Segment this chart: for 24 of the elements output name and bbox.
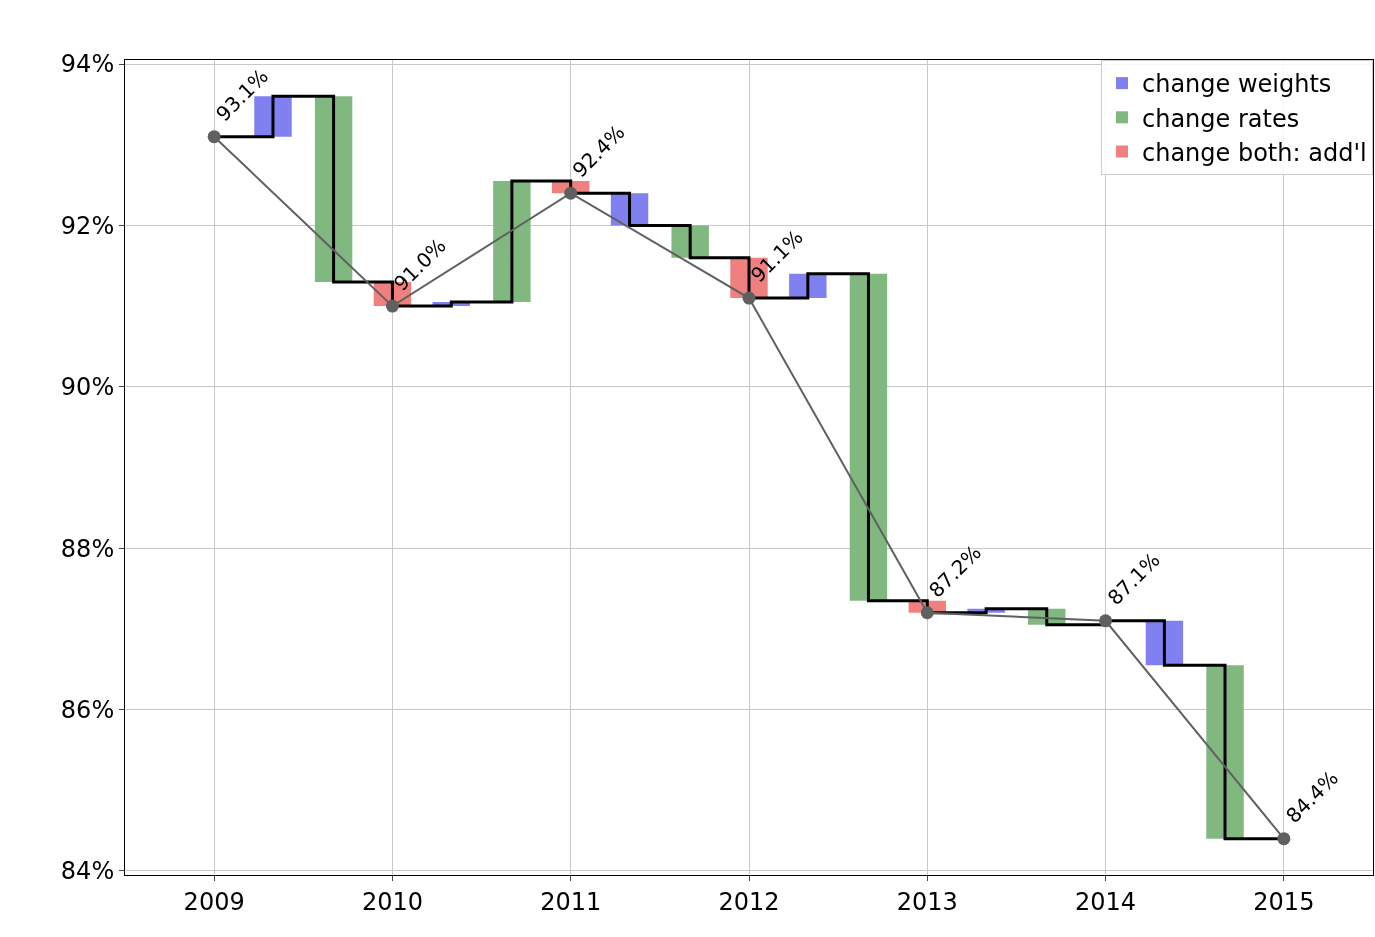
- x-tick-label: 2009: [183, 887, 245, 916]
- point: [742, 291, 756, 305]
- y-tick-label: 84%: [60, 857, 115, 886]
- x-tick-label: 2013: [896, 887, 958, 916]
- point: [1099, 614, 1113, 628]
- x-tick-label: 2011: [540, 887, 602, 916]
- point: [564, 186, 578, 200]
- legend-label: change rates: [1142, 104, 1300, 133]
- x-tick-label: 2014: [1075, 887, 1137, 916]
- point: [207, 130, 221, 144]
- x-tick-label: 2015: [1253, 887, 1315, 916]
- y-tick-label: 92%: [60, 211, 115, 240]
- y-tick-label: 90%: [60, 373, 115, 402]
- y-tick-label: 88%: [60, 534, 115, 563]
- y-tick-label: 94%: [60, 50, 115, 79]
- bar: [1206, 665, 1244, 839]
- y-tick-label: 86%: [60, 695, 115, 724]
- x-tick-label: 2012: [718, 887, 780, 916]
- x-tick-label: 2010: [361, 887, 423, 916]
- point: [1277, 832, 1291, 846]
- legend-label: change both: add'l: [1142, 138, 1367, 167]
- point: [920, 606, 934, 620]
- legend-label: change weights: [1142, 70, 1332, 99]
- point: [385, 299, 399, 313]
